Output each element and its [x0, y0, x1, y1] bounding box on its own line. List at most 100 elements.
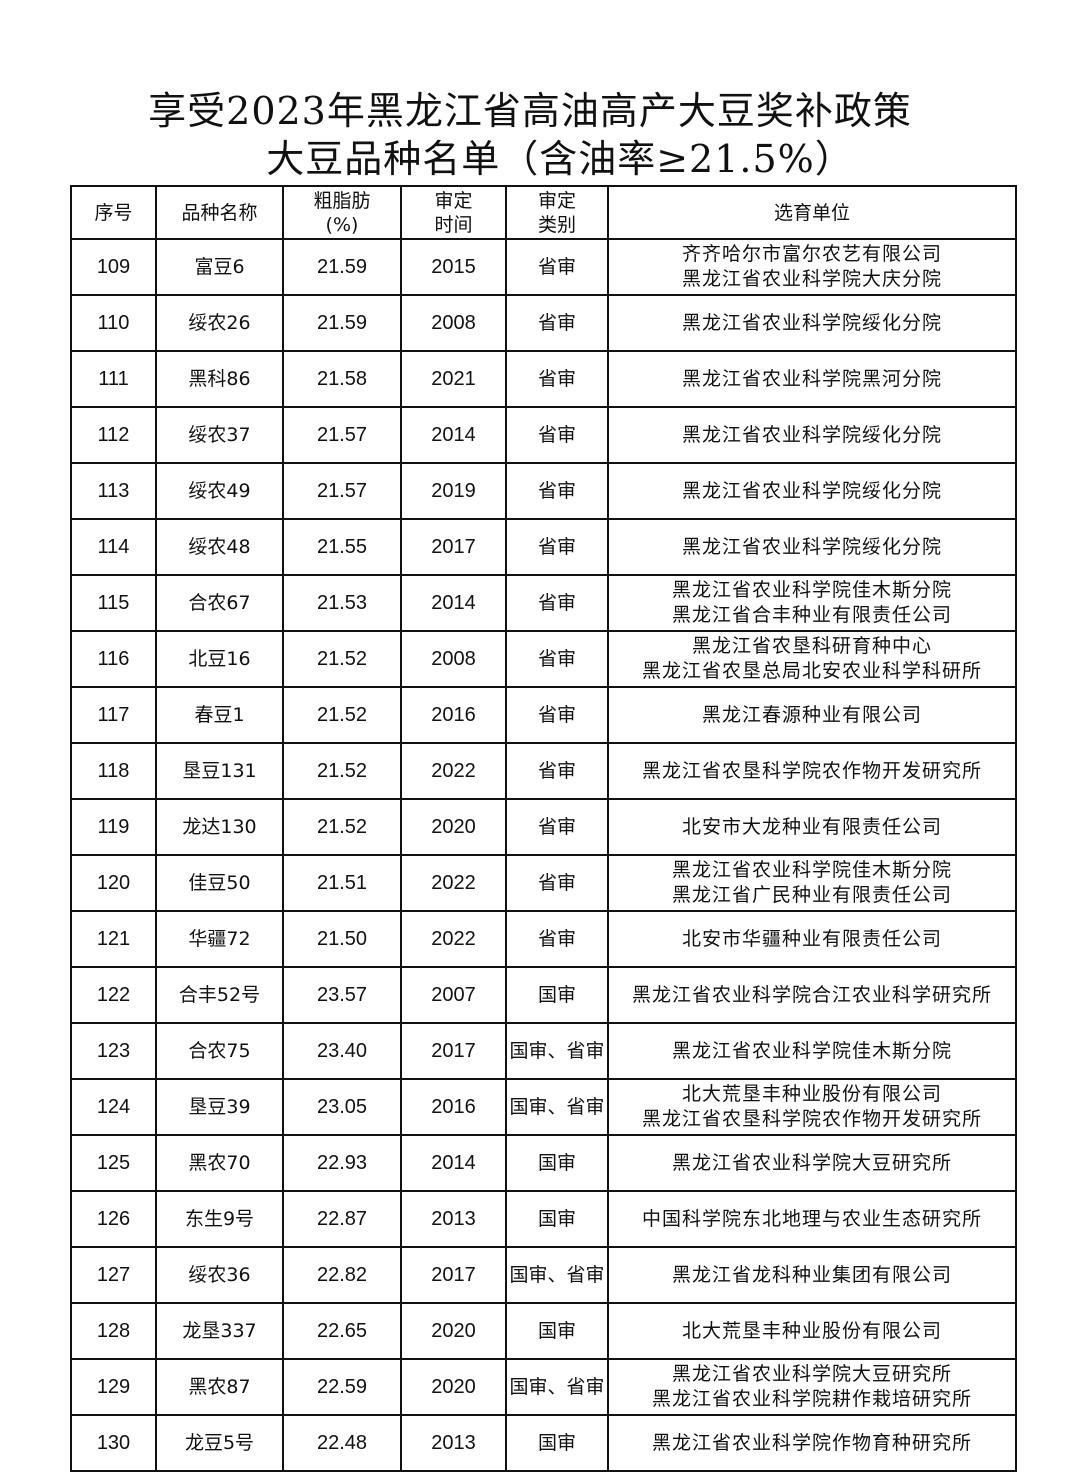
cell-variety: 华疆72 — [155, 910, 284, 968]
table-row: 112 绥农37 21.57 2014 省审 黑龙江省农业科学院绥化分院 — [70, 406, 1017, 464]
table-row: 130 龙豆5号 22.48 2013 国审 黑龙江省农业科学院作物育种研究所 — [70, 1414, 1017, 1472]
cell-unit: 黑龙江省农业科学院绥化分院 — [607, 518, 1017, 576]
cell-category: 国审、省审 — [505, 1246, 609, 1304]
cell-year: 2014 — [400, 406, 507, 464]
unit-line: 黑龙江省农垦科研育种中心 — [691, 635, 932, 657]
table-row: 116 北豆16 21.52 2008 省审 黑龙江省农垦科研育种中心 黑龙江省农垦总局北安… — [70, 630, 1017, 688]
document-title-line2: 大豆品种名单（含油率≥21.5%） — [266, 137, 854, 181]
cell-fat: 22.65 — [282, 1302, 402, 1360]
unit-line: 黑龙江省农业科学院合江农业科学研究所 — [631, 983, 992, 1006]
cell-year: 2007 — [400, 966, 507, 1024]
cell-variety: 佳豆50 — [155, 854, 284, 912]
table-row: 129 黑农87 22.59 2020 国审、省审 黑龙江省农业科学院大豆研究所 黑龙江省农… — [70, 1358, 1017, 1416]
cell-category: 省审 — [505, 686, 609, 744]
cell-year: 2020 — [400, 798, 507, 856]
cell-fat: 21.59 — [282, 294, 402, 352]
cell-variety: 绥农49 — [155, 462, 284, 520]
cell-category: 省审 — [505, 238, 609, 296]
cell-no: 115 — [70, 574, 157, 632]
table-header-row: 序号 品种名称 粗脂肪 (%) 审定 时间 审定 类别 选育单位 — [70, 185, 1017, 240]
unit-line: 黑龙江省农业科学院绥化分院 — [681, 311, 942, 334]
cell-fat: 21.57 — [282, 406, 402, 464]
cell-no: 121 — [70, 910, 157, 968]
cell-fat: 23.05 — [282, 1078, 402, 1136]
cell-year: 2016 — [400, 686, 507, 744]
cell-fat: 21.52 — [282, 742, 402, 800]
cell-year: 2015 — [400, 238, 507, 296]
header-cat-l2: 类别 — [537, 213, 576, 236]
cell-no: 129 — [70, 1358, 157, 1416]
cell-no: 122 — [70, 966, 157, 1024]
cell-year: 2022 — [400, 854, 507, 912]
table-row: 124 垦豆39 23.05 2016 国审、省审 北大荒垦丰种业股份有限公司 黑龙江省农垦… — [70, 1078, 1017, 1136]
unit-line: 黑龙江省农垦科学院农作物开发研究所 — [641, 759, 982, 782]
cell-no: 130 — [70, 1414, 157, 1472]
cell-unit: 北安市大龙种业有限责任公司 — [607, 798, 1017, 856]
cell-fat: 22.93 — [282, 1134, 402, 1192]
cell-unit: 北安市华疆种业有限责任公司 — [607, 910, 1017, 968]
cell-no: 128 — [70, 1302, 157, 1360]
header-time: 审定 时间 — [400, 185, 507, 240]
cell-year: 2013 — [400, 1190, 507, 1248]
table-row: 118 垦豆131 21.52 2022 省审 黑龙江省农垦科学院农作物开发研究所 — [70, 742, 1017, 800]
table-row: 121 华疆72 21.50 2022 省审 北安市华疆种业有限责任公司 — [70, 910, 1017, 968]
cell-variety: 黑农87 — [155, 1358, 284, 1416]
cell-unit: 黑龙江省农业科学院绥化分院 — [607, 406, 1017, 464]
cell-unit: 黑龙江省农垦科研育种中心黑龙江省农垦总局北安农业科学科研所 — [607, 630, 1017, 688]
cell-unit: 黑龙江省农业科学院大豆研究所 — [607, 1134, 1017, 1192]
cell-variety: 合农75 — [155, 1022, 284, 1080]
unit-line: 中国科学院东北地理与农业生态研究所 — [641, 1207, 982, 1230]
unit-line: 北安市华疆种业有限责任公司 — [681, 927, 942, 950]
cell-category: 省审 — [505, 630, 609, 688]
cell-variety: 黑农70 — [155, 1134, 284, 1192]
cell-category: 省审 — [505, 798, 609, 856]
unit-line: 黑龙江省农业科学院绥化分院 — [681, 479, 942, 502]
header-time-l1: 审定 — [434, 189, 473, 212]
cell-category: 国审 — [505, 1302, 609, 1360]
cell-fat: 23.57 — [282, 966, 402, 1024]
table-row: 115 合农67 21.53 2014 省审 黑龙江省农业科学院佳木斯分院 黑龙江省合丰种业… — [70, 574, 1017, 632]
cell-variety: 绥农48 — [155, 518, 284, 576]
cell-fat: 22.59 — [282, 1358, 402, 1416]
cell-category: 国审 — [505, 1414, 609, 1472]
cell-category: 国审、省审 — [505, 1358, 609, 1416]
unit-line: 黑龙江省龙科种业集团有限公司 — [671, 1263, 952, 1286]
unit-line: 黑龙江省农业科学院大豆研究所 — [671, 1363, 952, 1385]
cell-year: 2020 — [400, 1302, 507, 1360]
cell-fat: 22.48 — [282, 1414, 402, 1472]
unit-line: 黑龙江省农业科学院佳木斯分院 — [671, 579, 952, 601]
cell-category: 省审 — [505, 742, 609, 800]
cell-year: 2014 — [400, 574, 507, 632]
cell-category: 省审 — [505, 462, 609, 520]
cell-no: 111 — [70, 350, 157, 408]
cell-no: 127 — [70, 1246, 157, 1304]
cell-unit: 黑龙江省农业科学院佳木斯分院 黑龙江省合丰种业有限责任公司 — [607, 574, 1017, 632]
unit-line: 黑龙江省农垦总局北安农业科学科研所 — [641, 660, 982, 682]
cell-unit: 黑龙江省农业科学院大豆研究所 黑龙江省农业科学院耕作栽培研究所 — [607, 1358, 1017, 1416]
header-time-l2: 时间 — [434, 213, 473, 236]
cell-variety: 龙豆5号 — [155, 1414, 284, 1472]
cell-category: 国审 — [505, 966, 609, 1024]
table-row: 123 合农75 23.40 2017 国审、省审 黑龙江省农业科学院佳木斯分院 — [70, 1022, 1017, 1080]
unit-line: 北大荒垦丰种业股份有限公司 — [681, 1083, 942, 1105]
cell-fat: 23.40 — [282, 1022, 402, 1080]
cell-year: 2013 — [400, 1414, 507, 1472]
cell-fat: 22.82 — [282, 1246, 402, 1304]
cell-unit: 黑龙江省龙科种业集团有限公司 — [607, 1246, 1017, 1304]
cell-unit: 黑龙江省农垦科学院农作物开发研究所 — [607, 742, 1017, 800]
cell-unit: 黑龙江省农业科学院绥化分院 — [607, 462, 1017, 520]
unit-line: 黑龙江省农业科学院黑河分院 — [681, 367, 942, 390]
cell-variety: 绥农36 — [155, 1246, 284, 1304]
cell-fat: 21.52 — [282, 798, 402, 856]
header-variety: 品种名称 — [155, 185, 284, 240]
header-category: 审定 类别 — [505, 185, 609, 240]
cell-variety: 绥农37 — [155, 406, 284, 464]
cell-year: 2017 — [400, 1246, 507, 1304]
header-cat-l1: 审定 — [537, 189, 576, 212]
cell-no: 118 — [70, 742, 157, 800]
unit-line: 黑龙江省农业科学院绥化分院 — [681, 423, 942, 446]
table-row: 120 佳豆50 21.51 2022 省审 黑龙江省农业科学院佳木斯分院 黑龙江省广民种业… — [70, 854, 1017, 912]
cell-no: 123 — [70, 1022, 157, 1080]
cell-unit: 黑龙江省农业科学院作物育种研究所 — [607, 1414, 1017, 1472]
cell-fat: 21.52 — [282, 630, 402, 688]
